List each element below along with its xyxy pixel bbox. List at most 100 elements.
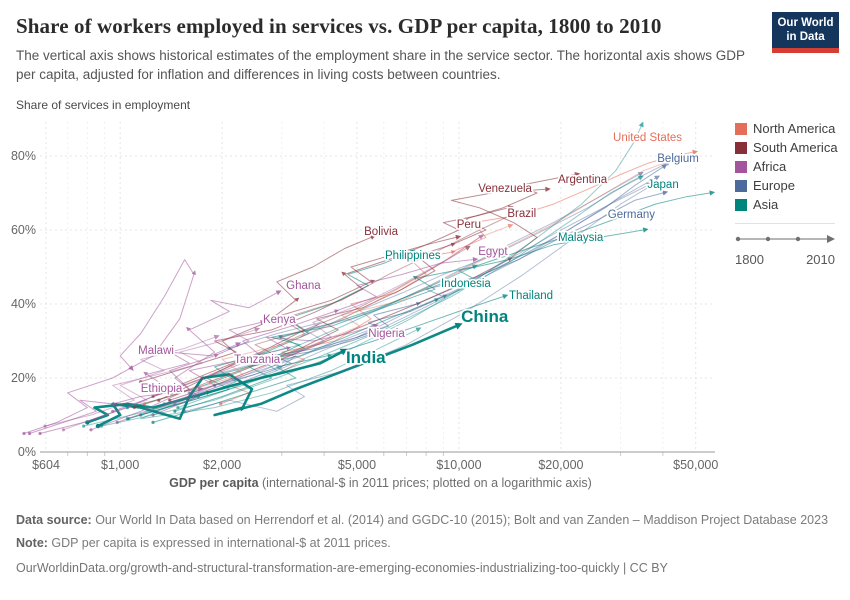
series-line-series-32[interactable] [62,336,216,431]
series-line-series-36[interactable] [83,329,418,427]
series-end-arrow-icon [339,348,348,356]
country-label-bolivia[interactable]: Bolivia [362,224,400,240]
series-line-india[interactable] [86,350,343,424]
series-line-philippines[interactable] [140,251,412,416]
series-end-arrow-icon [654,175,661,181]
series-line-indonesia[interactable] [126,281,448,420]
continent-legend: North America South America Africa Europe As… [735,119,849,267]
timeline-arrow-icon [827,235,835,243]
series-line-japan[interactable] [126,192,711,409]
country-label-venezuela[interactable]: Venezuela [476,181,534,197]
series-line-series-24[interactable] [228,162,667,349]
series-line-series-25[interactable] [184,185,652,412]
direction-arrow-icon [434,298,440,303]
data-source-line: Data source: Our World In Data based on … [16,511,834,529]
series-end-arrow-icon [235,342,242,348]
legend-item-europe[interactable]: Europe [735,176,849,195]
series-line-venezuela[interactable] [169,188,546,401]
series-start-dot [187,391,191,395]
series-line-nigeria[interactable] [116,325,375,423]
series-line-series-31[interactable] [174,236,480,405]
country-label-thailand[interactable]: Thailand [507,288,555,304]
series-line-series-27[interactable] [144,225,509,405]
legend-item-asia[interactable]: Asia [735,195,849,214]
country-label-ethiopia[interactable]: Ethiopia [139,381,185,397]
legend-swatch-icon [735,179,747,192]
y-tick-label: 60% [11,223,36,237]
country-label-nigeria[interactable]: Nigeria [367,326,408,342]
legend-swatch-icon [735,141,747,154]
country-label-indonesia[interactable]: Indonesia [439,276,493,292]
country-label-china[interactable]: China [459,305,510,328]
country-label-belgium[interactable]: Belgium [656,151,701,167]
series-start-dot [139,380,143,384]
series-end-arrow-icon [709,190,716,196]
x-tick-label: $20,000 [538,458,583,472]
series-start-dot [151,394,155,399]
series-end-arrow-icon [478,234,484,240]
country-label-japan[interactable]: Japan [646,177,681,193]
series-line-series-30[interactable] [133,248,467,409]
series-line-united-states[interactable] [220,151,694,405]
series-line-tanzania[interactable] [39,344,237,434]
series-end-arrow-icon [455,234,462,240]
legend-label: South America [753,140,838,155]
series-line-series-29[interactable] [152,211,520,397]
legend-item-south-america[interactable]: South America [735,138,849,157]
series-line-series-22[interactable] [202,174,640,379]
country-label-united-states[interactable]: United States [611,130,684,146]
legend-item-africa[interactable]: Africa [735,157,849,176]
country-label-brazil[interactable]: Brazil [506,206,538,222]
series-end-arrow-icon [507,205,514,211]
country-label-peru[interactable]: Peru [455,217,483,233]
series-end-arrow-icon [502,294,509,300]
series-end-arrow-icon [372,323,379,329]
country-label-malawi[interactable]: Malawi [136,343,175,359]
series-start-dot [151,413,155,417]
x-axis-label-rest: (international-$ in 2011 prices; plotted… [258,476,592,490]
timeline-start-year: 1800 [735,252,764,267]
country-label-kenya[interactable]: Kenya [261,312,298,328]
series-line-series-33[interactable] [44,329,256,427]
legend-swatch-icon [735,122,747,135]
country-label-india[interactable]: India [344,346,388,369]
series-line-malawi[interactable] [23,259,195,434]
series-line-series-37[interactable] [177,266,474,409]
series-line-germany[interactable] [197,192,664,397]
series-end-arrow-icon [661,164,668,170]
series-line-thailand[interactable] [152,296,504,423]
y-tick-label: 80% [11,149,36,163]
series-line-series-28[interactable] [210,159,674,383]
page-title: Share of workers employed in services vs… [16,14,662,38]
country-label-germany[interactable]: Germany [606,207,657,223]
series-line-series-26[interactable] [188,177,656,394]
x-tick-label: $10,000 [436,458,481,472]
series-line-kenya[interactable] [90,322,262,431]
series-line-ethiopia[interactable] [29,388,199,434]
country-label-argentina[interactable]: Argentina [556,172,609,188]
series-line-series-23[interactable] [163,185,648,405]
direction-arrow-icon [450,242,456,247]
series-line-series-35[interactable] [128,177,640,420]
series-line-argentina[interactable] [260,174,576,364]
country-label-egypt[interactable]: Egypt [476,244,510,260]
series-end-arrow-icon [692,149,699,155]
timeline-dot [795,236,801,242]
series-end-arrow-icon [464,245,471,251]
direction-arrow-icon [213,353,219,358]
country-label-ghana[interactable]: Ghana [284,278,323,294]
owid-logo[interactable]: Our World in Data [772,12,839,53]
direction-arrow-icon [341,271,347,277]
series-line-series-34[interactable] [100,125,642,427]
x-tick-label: $50,000 [673,458,718,472]
source-url[interactable]: OurWorldinData.org/growth-and-structural… [16,561,668,576]
y-tick-label: 40% [11,297,36,311]
series-start-dot [168,398,172,402]
series-end-arrow-icon [409,249,416,255]
country-label-philippines[interactable]: Philippines [383,248,442,264]
country-label-tanzania[interactable]: Tanzania [232,352,282,368]
country-label-malaysia[interactable]: Malaysia [556,230,605,246]
direction-arrow-icon [450,250,456,255]
legend-item-north-america[interactable]: North America [735,119,849,138]
